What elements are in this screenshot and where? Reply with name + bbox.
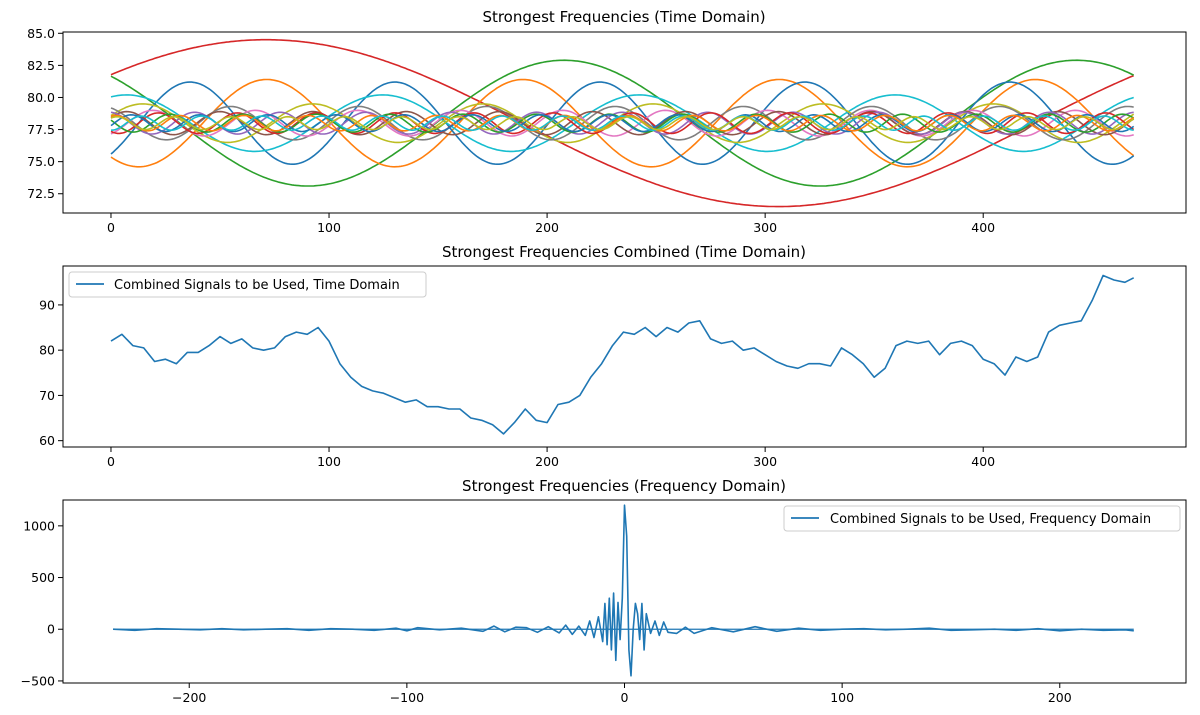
series-line-combined-time bbox=[110, 274, 1135, 435]
legend-2-label: Combined Signals to be Used, Time Domain bbox=[114, 278, 400, 293]
x-tick-label: 200 bbox=[535, 220, 559, 235]
y-tick-label: 90 bbox=[39, 297, 55, 312]
plot-area-2 bbox=[110, 274, 1135, 435]
x-tick-label: 400 bbox=[971, 220, 995, 235]
y-tick-label: 75.0 bbox=[27, 154, 55, 169]
series-lines-1 bbox=[110, 38, 1135, 208]
y-tick-label: 80.0 bbox=[27, 90, 55, 105]
y-tick-label: 82.5 bbox=[27, 58, 55, 73]
component-line-2 bbox=[110, 78, 1135, 168]
x-tick-label: 200 bbox=[535, 454, 559, 469]
y-tick-label: 85.0 bbox=[27, 26, 55, 41]
ticks-2: 0 100 200 300 400 60 70 80 90 bbox=[39, 297, 995, 469]
plot-area-1 bbox=[110, 38, 1135, 208]
x-tick-label: 100 bbox=[830, 690, 854, 705]
x-tick-label: 400 bbox=[971, 454, 995, 469]
legend-2: Combined Signals to be Used, Time Domain bbox=[68, 271, 427, 298]
axes-frame-2 bbox=[62, 265, 1187, 448]
x-tick-label: 300 bbox=[753, 220, 777, 235]
x-tick-label: 300 bbox=[753, 454, 777, 469]
component-line-15 bbox=[110, 115, 1135, 131]
axes-frame-1 bbox=[62, 31, 1187, 214]
y-tick-label: 70 bbox=[39, 388, 55, 403]
y-tick-label: 60 bbox=[39, 433, 55, 448]
y-tick-label: 77.5 bbox=[27, 122, 55, 137]
panel-2-title: Strongest Frequencies Combined (Time Dom… bbox=[442, 243, 806, 261]
ticks-3: −200 −100 0 100 200 −500 0 500 1000 bbox=[21, 518, 1072, 705]
panel-frequency-domain: Strongest Frequencies (Frequency Domain)… bbox=[21, 477, 1187, 705]
component-line-3 bbox=[110, 81, 1135, 165]
x-tick-label: 0 bbox=[107, 454, 115, 469]
panel-3-title: Strongest Frequencies (Frequency Domain) bbox=[462, 477, 786, 495]
legend-3-box bbox=[783, 505, 1181, 532]
legend-3: Combined Signals to be Used, Frequency D… bbox=[783, 505, 1181, 532]
y-tick-label: 72.5 bbox=[27, 186, 55, 201]
ticks-1: 0 100 200 300 400 72.5 75.0 77.5 80.0 82.5 85.0 bbox=[27, 26, 995, 235]
component-line-14 bbox=[110, 115, 1134, 132]
y-tick-label: 80 bbox=[39, 343, 55, 358]
panel-combined-time-domain: Strongest Frequencies Combined (Time Dom… bbox=[39, 243, 1187, 469]
y-tick-label: −500 bbox=[21, 673, 55, 688]
legend-2-box bbox=[68, 271, 427, 298]
x-tick-label: 0 bbox=[107, 220, 115, 235]
panel-1-title: Strongest Frequencies (Time Domain) bbox=[482, 8, 765, 26]
plot-area-3 bbox=[113, 504, 1134, 677]
component-line-4 bbox=[110, 94, 1134, 153]
panel-time-domain: Strongest Frequencies (Time Domain) 0 100… bbox=[27, 8, 1187, 235]
x-tick-label: −100 bbox=[390, 690, 424, 705]
x-tick-label: 100 bbox=[317, 454, 341, 469]
y-tick-label: 1000 bbox=[23, 518, 55, 533]
component-line-0 bbox=[110, 38, 1135, 208]
x-tick-label: 200 bbox=[1048, 690, 1072, 705]
x-tick-label: −200 bbox=[172, 690, 206, 705]
y-tick-label: 500 bbox=[31, 570, 55, 585]
component-line-9 bbox=[110, 111, 1134, 135]
legend-3-label: Combined Signals to be Used, Frequency D… bbox=[830, 512, 1151, 527]
component-line-12 bbox=[110, 113, 1135, 133]
x-tick-label: 0 bbox=[621, 690, 629, 705]
y-tick-label: 0 bbox=[47, 622, 55, 637]
x-tick-label: 100 bbox=[317, 220, 341, 235]
